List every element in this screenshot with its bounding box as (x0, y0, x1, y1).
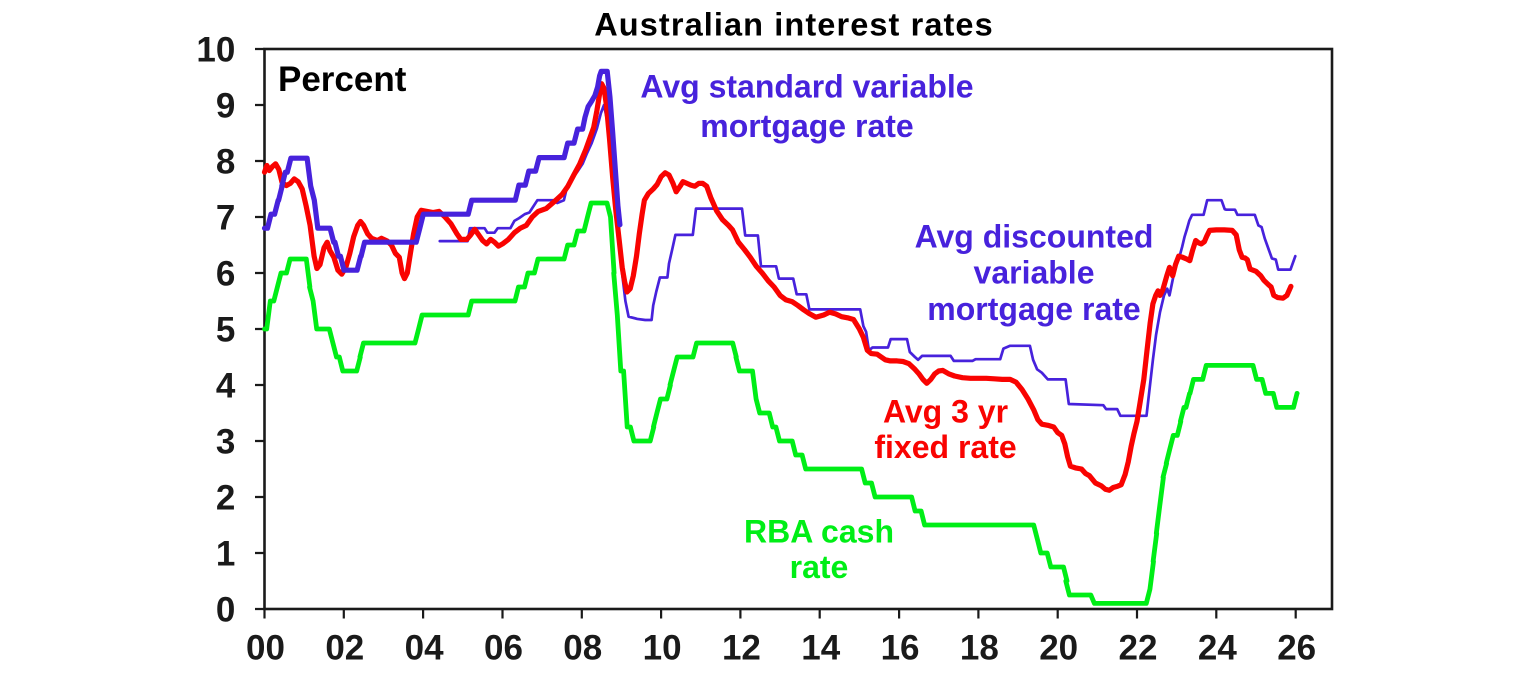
svg-text:10: 10 (196, 31, 235, 70)
svg-text:06: 06 (484, 629, 523, 668)
svg-text:2: 2 (216, 479, 235, 518)
svg-text:22: 22 (1119, 629, 1158, 668)
svg-text:Australian interest rates: Australian interest rates (594, 7, 994, 43)
svg-text:Avg 3 yr: Avg 3 yr (883, 394, 1008, 430)
svg-text:02: 02 (325, 629, 364, 668)
svg-text:08: 08 (563, 629, 602, 668)
svg-text:Avg discounted: Avg discounted (915, 219, 1154, 255)
svg-text:0: 0 (216, 591, 235, 630)
svg-text:5: 5 (216, 311, 235, 350)
svg-text:6: 6 (216, 255, 235, 294)
svg-text:20: 20 (1039, 629, 1078, 668)
svg-text:10: 10 (643, 629, 682, 668)
svg-text:rate: rate (790, 549, 849, 585)
svg-text:fixed rate: fixed rate (874, 429, 1016, 465)
svg-text:RBA cash: RBA cash (744, 514, 894, 550)
svg-text:Percent: Percent (278, 60, 407, 99)
svg-text:4: 4 (216, 367, 236, 406)
svg-text:mortgage rate: mortgage rate (927, 291, 1140, 327)
svg-text:1: 1 (216, 535, 235, 574)
svg-text:04: 04 (405, 629, 444, 668)
svg-text:8: 8 (216, 143, 235, 182)
svg-text:3: 3 (216, 423, 235, 462)
svg-text:14: 14 (801, 629, 840, 668)
svg-text:12: 12 (722, 629, 761, 668)
svg-text:7: 7 (216, 199, 235, 238)
svg-text:16: 16 (881, 629, 920, 668)
svg-text:9: 9 (216, 87, 235, 126)
svg-text:mortgage rate: mortgage rate (700, 108, 913, 144)
svg-text:Avg standard variable: Avg standard variable (640, 68, 973, 104)
svg-text:24: 24 (1198, 629, 1237, 668)
svg-text:00: 00 (246, 629, 285, 668)
svg-text:variable: variable (974, 255, 1095, 291)
svg-text:18: 18 (960, 629, 999, 668)
svg-text:26: 26 (1277, 629, 1316, 668)
